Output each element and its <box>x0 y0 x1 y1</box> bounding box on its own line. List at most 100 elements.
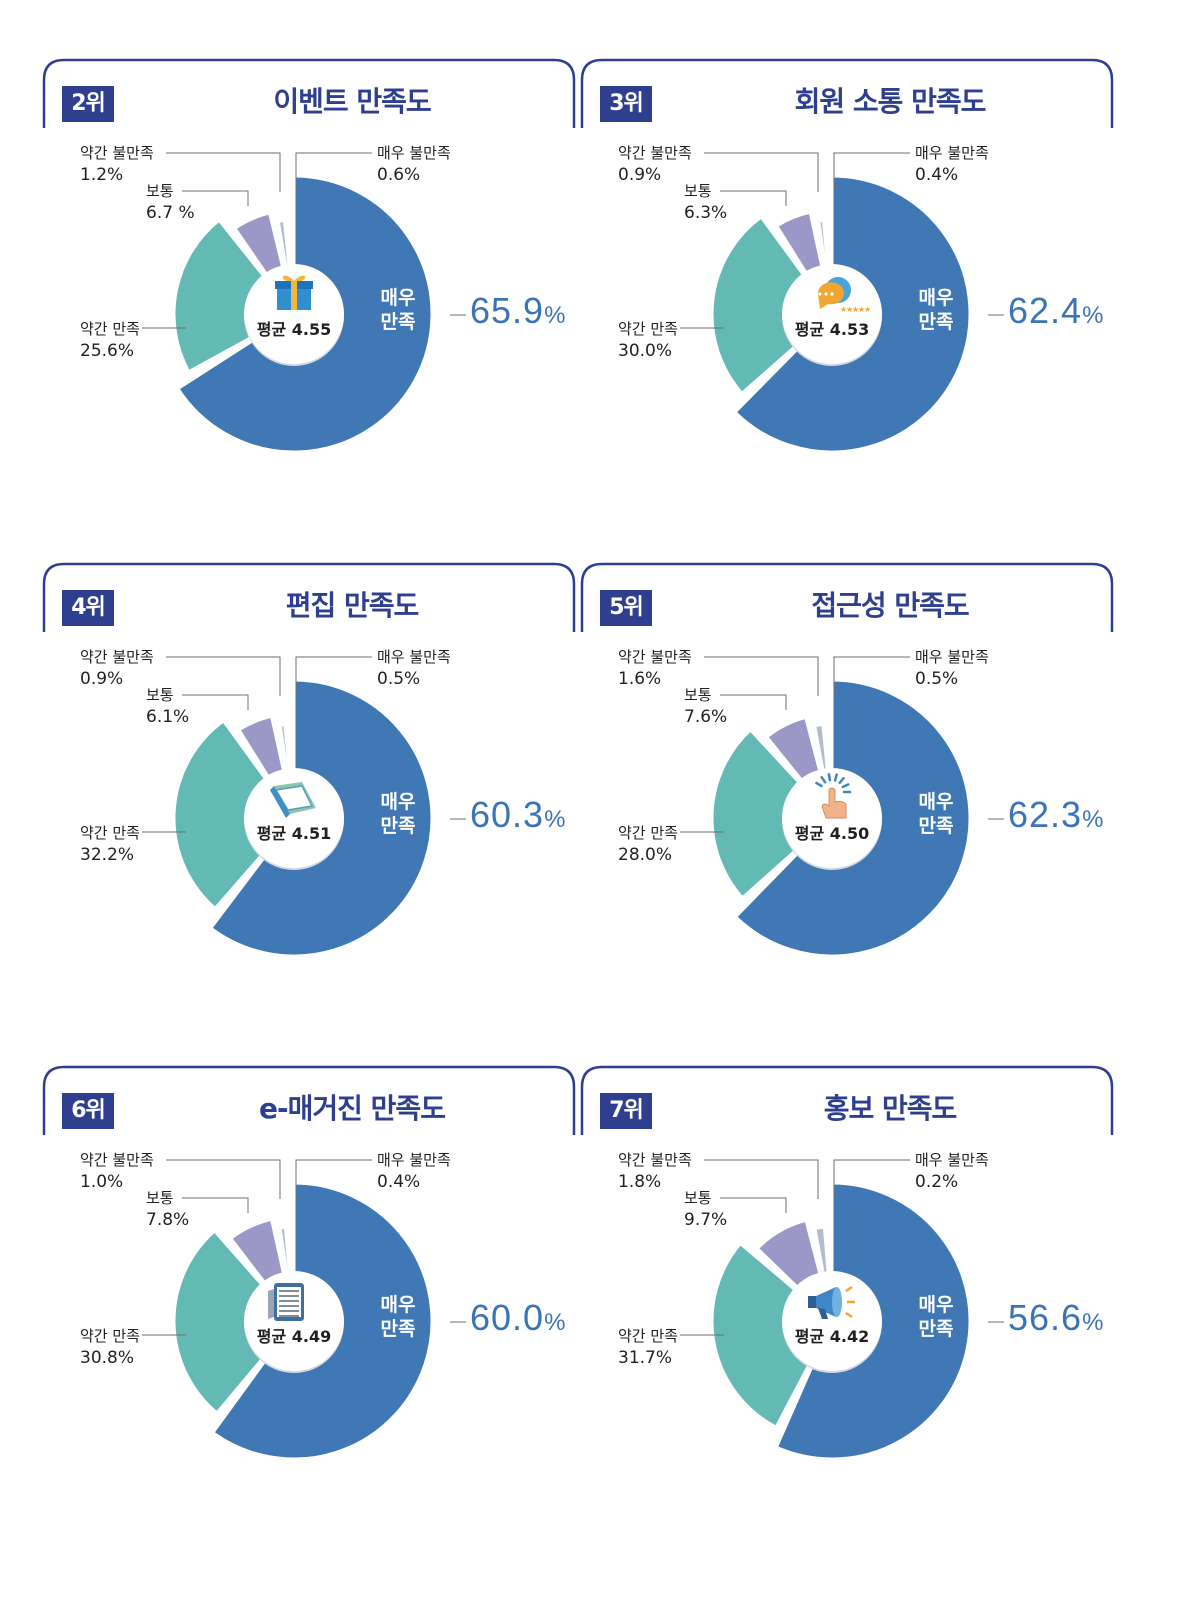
leader-somewhat-dissatisfied <box>166 1159 281 1199</box>
chat-bubbles-icon: ★★★★★ <box>817 277 871 314</box>
leader-somewhat-dissatisfied <box>704 656 819 696</box>
inside-line-1: 매우 <box>380 1294 416 1316</box>
label-name: 매우 불만족 <box>377 648 451 666</box>
big-value-percent: % <box>544 806 567 833</box>
inside-line-1: 매우 <box>918 287 954 309</box>
leader-very-dissatisfied <box>295 656 372 696</box>
leader-somewhat-dissatisfied <box>704 1159 819 1199</box>
label-name: 약간 불만족 <box>80 1151 154 1169</box>
label-neutral: 보통 6.7 % <box>146 180 195 224</box>
leader-very-dissatisfied <box>833 1159 910 1199</box>
slice-very-dissatisfied <box>829 1225 834 1276</box>
rank-badge: 5위 <box>600 590 652 626</box>
big-value-percent: % <box>1082 302 1105 329</box>
rank-badge: 2위 <box>62 86 114 122</box>
label-value: 1.8% <box>618 1172 662 1192</box>
leader-somewhat-dissatisfied <box>166 152 281 192</box>
center-circle <box>244 768 344 868</box>
average-score: 평균 4.50 <box>794 824 870 843</box>
label-name: 약간 불만족 <box>80 144 154 162</box>
panel-frame <box>580 1065 1114 1135</box>
label-very-satisfied: 매우 만족 <box>906 790 966 838</box>
label-value: 1.6% <box>618 669 662 689</box>
label-value: 6.3% <box>684 203 728 223</box>
label-name: 약간 만족 <box>618 1327 678 1345</box>
label-value: 0.9% <box>618 165 662 185</box>
inside-line-1: 매우 <box>380 791 416 813</box>
label-neutral: 보통 7.8% <box>146 1187 189 1231</box>
inside-line-2: 만족 <box>380 311 416 333</box>
big-value-percent: % <box>544 1309 567 1336</box>
value-very-satisfied: 60.0% <box>470 1297 566 1339</box>
label-name: 약간 만족 <box>80 320 140 338</box>
label-very-satisfied: 매우 만족 <box>368 1293 428 1341</box>
label-somewhat-dissatisfied: 약간 불만족 0.9% <box>618 142 692 186</box>
label-name: 보통 <box>146 686 174 704</box>
label-very-dissatisfied: 매우 불만족 0.5% <box>915 646 989 690</box>
label-value: 0.2% <box>915 1172 959 1192</box>
panel-frame <box>580 562 1114 632</box>
big-value-percent: % <box>1082 1309 1105 1336</box>
donut-chart <box>680 656 1004 958</box>
label-value: 25.6% <box>80 341 135 361</box>
svg-text:★: ★ <box>858 305 865 314</box>
label-very-dissatisfied: 매우 불만족 0.6% <box>377 142 451 186</box>
value-very-satisfied: 62.4% <box>1008 290 1104 332</box>
label-name: 약간 불만족 <box>80 648 154 666</box>
label-very-satisfied: 매우 만족 <box>368 790 428 838</box>
label-name: 약간 만족 <box>80 824 140 842</box>
inside-line-2: 만족 <box>380 1318 416 1340</box>
label-name: 약간 만족 <box>618 824 678 842</box>
label-very-satisfied: 매우 만족 <box>368 286 428 334</box>
panel-frame <box>42 58 576 128</box>
slice-very-dissatisfied <box>827 722 834 773</box>
chart-title: 편집 만족도 <box>285 589 420 622</box>
label-value: 0.6% <box>377 165 421 185</box>
leader-very-dissatisfied <box>295 152 372 192</box>
rank-badge: 4위 <box>62 590 114 626</box>
rank-badge: 6위 <box>62 1093 114 1129</box>
label-neutral: 보통 6.3% <box>684 180 727 224</box>
inside-line-1: 매우 <box>380 287 416 309</box>
label-value: 1.0% <box>80 1172 124 1192</box>
book-icon <box>270 782 316 818</box>
label-very-dissatisfied: 매우 불만족 0.5% <box>377 646 451 690</box>
label-very-satisfied: 매우 만족 <box>906 286 966 334</box>
label-value: 31.7% <box>618 1348 673 1368</box>
panel-frame <box>42 1065 576 1135</box>
label-value: 7.8% <box>146 1210 190 1230</box>
label-very-satisfied: 매우 만족 <box>906 1293 966 1341</box>
label-value: 0.5% <box>915 669 959 689</box>
big-value-number: 60.3 <box>470 794 545 835</box>
big-value-number: 62.3 <box>1008 794 1083 835</box>
label-value: 1.2% <box>80 165 124 185</box>
average-score: 평균 4.42 <box>794 1327 870 1346</box>
label-name: 약간 불만족 <box>618 144 692 162</box>
label-name: 약간 만족 <box>80 1327 140 1345</box>
label-value: 6.1% <box>146 707 190 727</box>
center-circle <box>782 264 882 364</box>
big-value-number: 56.6 <box>1008 1297 1083 1338</box>
donut-chart: ★★★★★ <box>680 152 1004 454</box>
chart-panel: 3위 회원 소통 만족도 ★ ★ ★ ★ ★ 매우 불만족 0.4% 약간 불만족 0.9% 보통 6.… <box>580 58 1120 518</box>
leader-neutral <box>720 190 787 206</box>
label-name: 약간 불만족 <box>618 648 692 666</box>
label-value: 28.0% <box>618 845 673 865</box>
donut-chart <box>142 152 466 454</box>
label-value: 30.8% <box>80 1348 135 1368</box>
slice-very-dissatisfied <box>828 218 834 269</box>
label-somewhat-satisfied: 약간 만족 25.6% <box>80 318 140 362</box>
label-somewhat-dissatisfied: 약간 불만족 0.9% <box>80 646 154 690</box>
label-somewhat-dissatisfied: 약간 불만족 1.6% <box>618 646 692 690</box>
label-value: 9.7% <box>684 1210 728 1230</box>
leader-neutral <box>720 1197 787 1213</box>
leader-neutral <box>182 694 249 710</box>
slice-very-dissatisfied <box>289 722 296 773</box>
chart-panel: 4위 편집 만족도 매우 불만족 0.5% 약간 불만족 0.9% 보통 6.1% 약간 만족 3… <box>42 562 582 1022</box>
chart-title: 이벤트 만족도 <box>273 85 431 118</box>
megaphone-icon <box>808 1285 855 1319</box>
label-name: 매우 불만족 <box>915 144 989 162</box>
value-very-satisfied: 60.3% <box>470 794 566 836</box>
label-value: 30.0% <box>618 341 673 361</box>
chart-panel: 6위 e-매거진 만족도 매우 불만족 0.4% 약간 불만족 1.0% 보통 7.8% 약간 … <box>42 1065 582 1525</box>
